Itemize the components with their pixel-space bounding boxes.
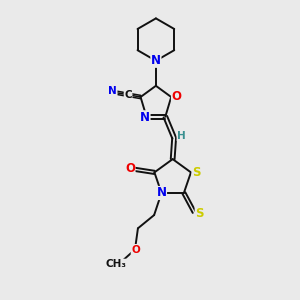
Text: H: H [177, 130, 186, 141]
Text: N: N [157, 187, 166, 200]
Text: C: C [124, 90, 132, 100]
Text: N: N [140, 111, 150, 124]
Text: S: S [192, 166, 200, 179]
Text: O: O [131, 244, 140, 254]
Text: O: O [172, 91, 182, 103]
Text: CH₃: CH₃ [105, 259, 126, 269]
Text: N: N [151, 54, 161, 67]
Text: S: S [195, 207, 204, 220]
Text: N: N [108, 86, 117, 96]
Text: O: O [125, 162, 135, 175]
